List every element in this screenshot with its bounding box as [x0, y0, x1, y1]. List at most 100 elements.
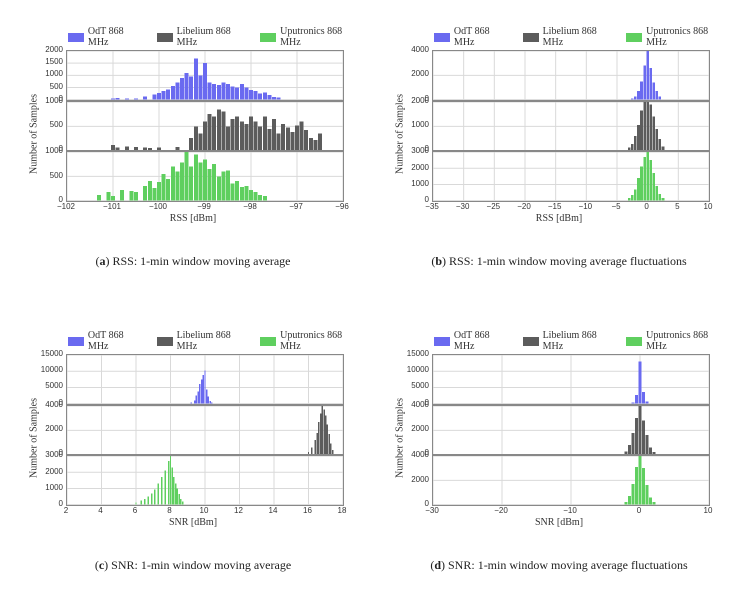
xlabel: SNR [dBm]: [404, 517, 714, 528]
bar: [634, 97, 637, 100]
bar: [656, 91, 659, 100]
bar: [645, 435, 648, 454]
bar: [281, 124, 285, 151]
bar: [659, 97, 662, 100]
bar: [111, 144, 115, 150]
bar: [190, 403, 191, 404]
legend-label-odt: OdT 868 MHz: [454, 26, 501, 48]
ytick-label: 1000: [37, 146, 63, 155]
ytick-label: 3000: [37, 450, 63, 459]
subplot-upu: [66, 151, 344, 202]
bar: [323, 409, 324, 454]
chart-svg: [67, 152, 343, 201]
bar: [203, 121, 207, 150]
bar: [632, 402, 635, 403]
bar: [185, 73, 189, 100]
ytick-label: 3000: [403, 146, 429, 155]
bar: [158, 484, 159, 505]
bar: [235, 116, 239, 150]
legend-item-odt: OdT 868 MHz: [68, 28, 135, 46]
bar: [628, 496, 631, 505]
legend-label-upu: Uputronics 868 MHz: [280, 330, 348, 352]
bar: [129, 191, 133, 201]
legend-swatch-odt: [68, 33, 84, 42]
bar: [258, 195, 262, 201]
bar: [643, 102, 646, 151]
bar: [152, 94, 156, 99]
chart-svg: [67, 102, 343, 151]
bar: [175, 83, 179, 100]
ytick-label: 2000: [403, 96, 429, 105]
bar: [143, 97, 147, 100]
bar: [311, 447, 312, 454]
xtick-label: −97: [281, 202, 311, 211]
chart-svg: [433, 51, 709, 100]
bar: [203, 375, 204, 404]
xtick-label: −101: [97, 202, 127, 211]
bar: [656, 128, 659, 150]
bar: [235, 88, 239, 100]
xtick-label: −5: [601, 202, 631, 211]
xtick-label: −20: [486, 506, 516, 515]
bar: [646, 102, 649, 151]
chart-svg: [433, 152, 709, 201]
bar: [166, 89, 170, 99]
bar: [208, 83, 212, 100]
bar: [662, 146, 665, 150]
bar: [625, 503, 628, 505]
ytick-label: 2000: [37, 45, 63, 54]
bar: [212, 164, 216, 200]
legend-label-lib: Libelium 868 MHz: [543, 26, 605, 48]
xtick-label: −100: [143, 202, 173, 211]
ytick-label: 2000: [403, 69, 429, 78]
bar: [332, 449, 333, 454]
bar: [263, 92, 267, 99]
bar: [134, 192, 138, 201]
subplot-upu: [432, 455, 710, 506]
bar: [254, 91, 258, 100]
bar: [643, 157, 646, 201]
xtick-label: 6: [120, 506, 150, 515]
bar: [157, 147, 161, 150]
xtick-label: 4: [86, 506, 116, 515]
bar: [134, 98, 138, 99]
bar: [646, 152, 649, 201]
legend-swatch-upu: [260, 337, 276, 346]
bar: [97, 195, 101, 201]
bar: [175, 484, 176, 505]
bar: [171, 468, 172, 505]
bar: [315, 440, 316, 455]
ytick-label: 1000: [37, 69, 63, 78]
bar: [330, 443, 331, 454]
subplot-lib: [432, 101, 710, 152]
bar: [249, 116, 253, 150]
bar: [148, 182, 152, 201]
legend: OdT 868 MHzLibelium 868 MHzUputronics 86…: [404, 332, 714, 350]
bar: [161, 477, 162, 505]
bar: [632, 432, 635, 454]
bar: [180, 78, 184, 100]
xtick-label: −15: [540, 202, 570, 211]
bar: [143, 186, 147, 201]
bar: [182, 502, 183, 505]
bar: [152, 188, 156, 201]
bar: [325, 415, 326, 454]
bar: [151, 494, 152, 505]
bar: [634, 190, 637, 201]
bar: [637, 91, 640, 100]
bar: [217, 85, 221, 100]
bar: [631, 99, 634, 100]
bar: [208, 397, 209, 404]
legend-item-upu: Uputronics 868 MHz: [260, 332, 348, 350]
bar: [640, 167, 643, 201]
legend-swatch-odt: [68, 337, 84, 346]
ylabel: Number of Samples: [395, 398, 406, 478]
xtick-label: −99: [189, 202, 219, 211]
bar: [221, 172, 225, 201]
xlabel: SNR [dBm]: [38, 517, 348, 528]
bar: [189, 77, 193, 100]
bar: [635, 467, 638, 505]
bar: [646, 51, 649, 100]
ytick-label: 4000: [403, 450, 429, 459]
xtick-label: 8: [155, 506, 185, 515]
